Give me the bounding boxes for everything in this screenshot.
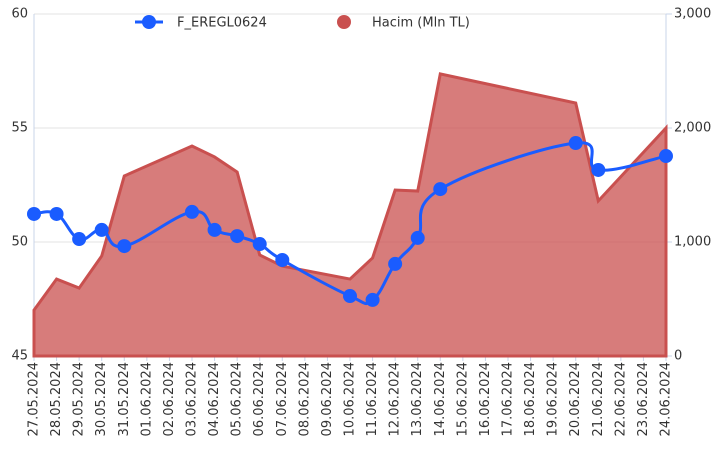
x-tick-label: 27.05.2024 [27,362,42,436]
x-tick-label: 28.05.2024 [49,362,64,436]
x-tick-label: 04.06.2024 [207,362,222,436]
x-tick-label: 30.05.2024 [94,362,109,436]
y-tick-label: 50 [11,235,28,250]
point [230,229,245,244]
x-tick-label: 05.06.2024 [230,362,245,436]
x-tick-label: 06.06.2024 [252,362,267,436]
point [591,162,606,177]
point [365,292,380,307]
y-tick-label: 55 [11,121,28,136]
x-tick-label: 10.06.2024 [343,362,358,436]
point [27,206,41,221]
point [568,136,583,151]
point [659,149,673,164]
x-tick-label: 24.06.2024 [659,362,674,436]
y-tick-label: 60 [11,7,28,22]
x-tick-label: 08.06.2024 [297,362,312,436]
x-tick-label: 07.06.2024 [275,362,290,436]
legend-marker [142,15,156,29]
x-tick-label: 29.05.2024 [72,362,87,436]
point [207,222,222,237]
y2-tick-label: 3,000 [674,7,711,22]
point [252,237,267,252]
x-tick-label: 31.05.2024 [117,362,132,436]
x-tick-label: 15.06.2024 [455,362,470,436]
y2-tick-label: 2,000 [674,121,711,136]
area [32,72,668,358]
x-tick-label: 16.06.2024 [478,362,493,436]
point [49,206,64,221]
point [72,232,87,247]
y2-tick-label: 0 [674,349,682,364]
legend-marker [337,15,351,29]
x-tick-label: 18.06.2024 [523,362,538,436]
x-tick-label: 01.06.2024 [139,362,154,436]
x-tick-label: 22.06.2024 [613,362,628,436]
x-tick-label: 14.06.2024 [433,362,448,436]
legend-label: F_EREGL0624 [177,16,267,31]
x-tick-label: 09.06.2024 [320,362,335,436]
x-tick-label: 21.06.2024 [591,362,606,436]
x-tick-label: 20.06.2024 [568,362,583,436]
x-tick-label: 19.06.2024 [546,362,561,436]
point [275,253,290,268]
x-tick-label: 13.06.2024 [410,362,425,436]
legend-label: Hacim (Mln TL) [372,16,470,31]
x-tick-label: 03.06.2024 [185,362,200,436]
y-tick-label: 45 [11,349,28,364]
x-tick-label: 12.06.2024 [388,362,403,436]
point [388,256,403,271]
y2-tick-label: 1,000 [674,235,711,250]
point [185,204,199,219]
point [94,222,109,237]
x-tick-label: 02.06.2024 [162,362,177,436]
x-tick-label: 11.06.2024 [365,362,380,436]
point [433,182,448,197]
point [117,239,132,254]
x-tick-label: 23.06.2024 [636,362,651,436]
point [343,289,357,304]
x-tick-label: 17.06.2024 [501,362,516,436]
point [410,230,425,245]
